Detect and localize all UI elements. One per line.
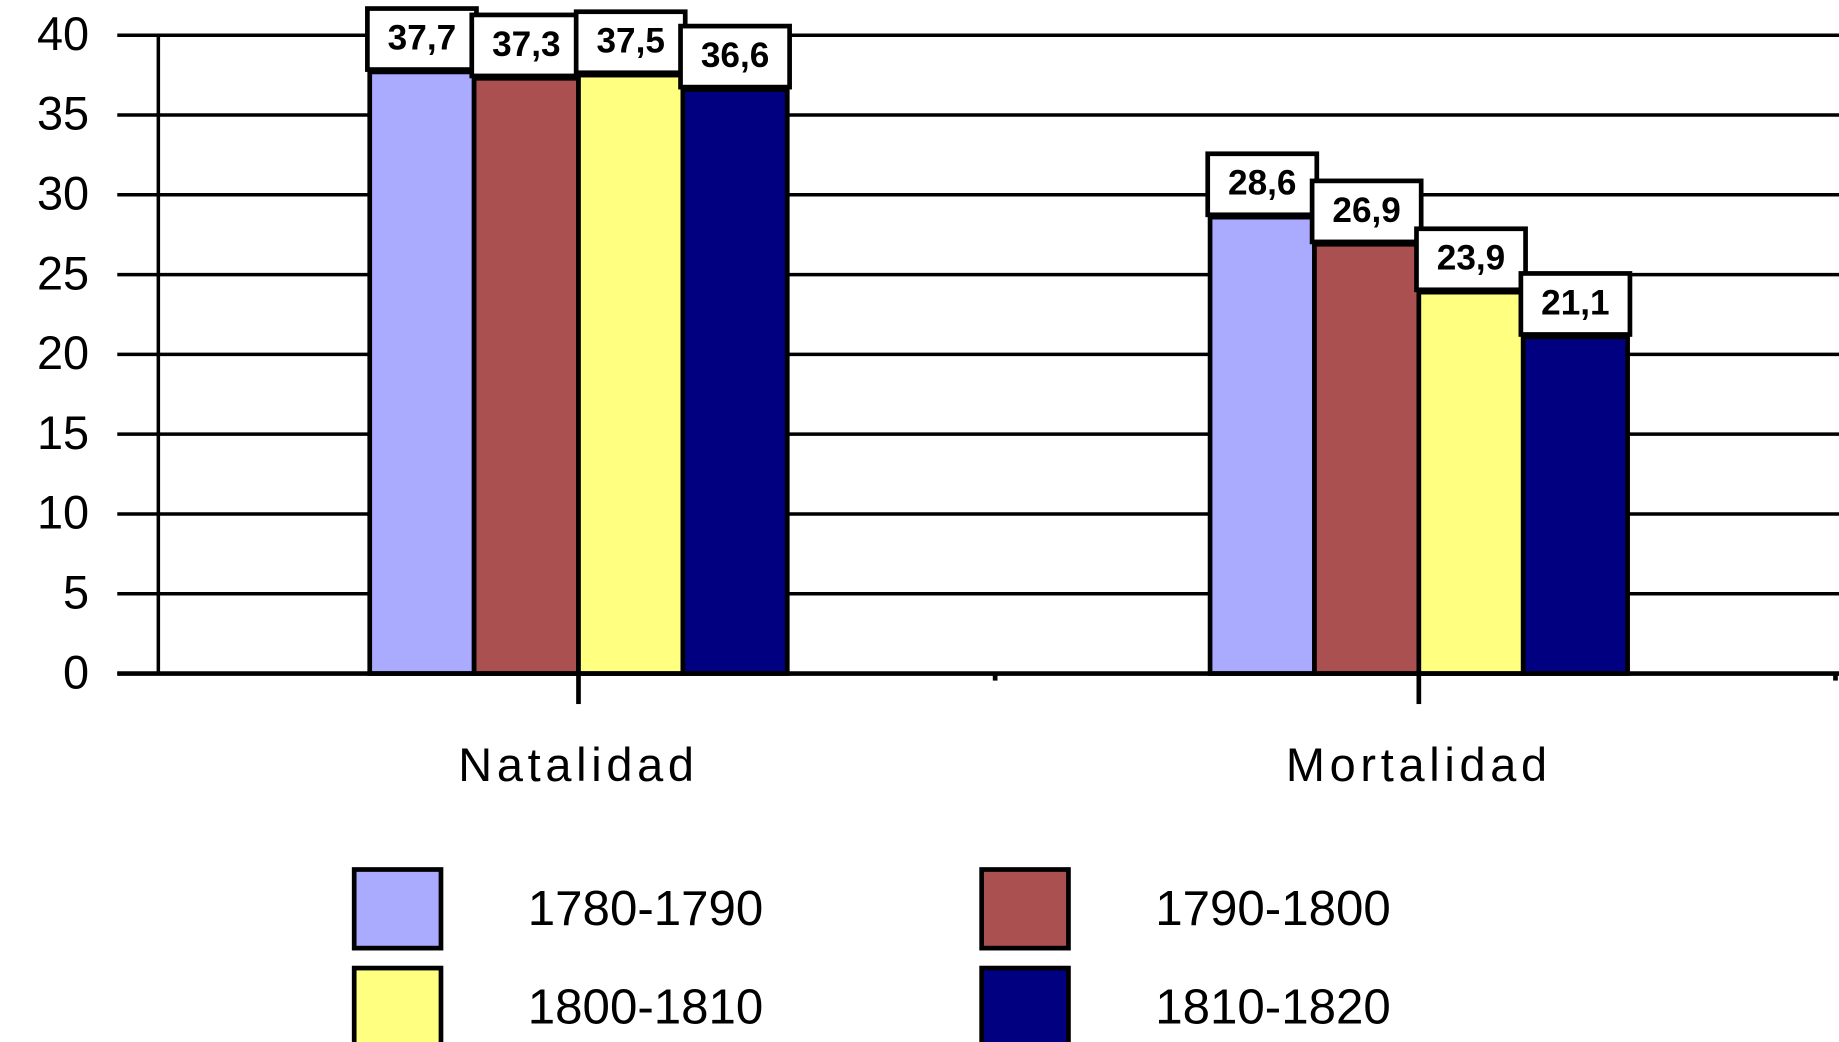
y-tick-label: 20 [37,327,89,379]
y-tick-label: 5 [63,566,89,618]
value-label-box [678,23,792,90]
value-label: 37,7 [388,19,456,58]
legend-label: 1790-1800 [1155,881,1391,936]
legend-label: 1780-1790 [528,881,764,936]
legend-label: 1800-1810 [528,979,764,1034]
legend-swatch [979,965,1071,1042]
y-tick-label: 30 [37,168,89,220]
value-label-box [1518,271,1633,337]
value-label: 23,9 [1437,239,1505,278]
y-tick-label: 0 [63,646,89,698]
bar [1207,214,1317,676]
bar [1312,241,1422,676]
value-label: 37,5 [596,22,664,61]
x-tick-label: Natalidad [458,739,698,791]
y-tick-label: 15 [37,407,89,459]
bar [680,87,790,676]
value-label-box [1309,178,1424,245]
bar [576,72,686,676]
value-label: 21,1 [1541,283,1609,322]
value-label: 36,6 [701,36,769,75]
value-label: 28,6 [1228,164,1296,203]
y-tick-label: 10 [37,487,89,539]
legend-swatch [979,867,1071,951]
bar [471,75,581,676]
value-label: 37,3 [492,25,560,64]
y-tick-label: 35 [37,88,89,140]
value-label-box [365,6,479,72]
x-tick-label: Mortalidad [1286,739,1552,791]
bar [1520,334,1630,676]
legend-label: 1810-1820 [1155,979,1391,1034]
value-label-box [1414,226,1528,293]
legend-swatch [351,965,444,1042]
value-label: 26,9 [1332,191,1400,230]
value-label-box [469,12,584,79]
legend-swatch [351,867,444,951]
y-tick-label: 25 [37,247,89,299]
bar [367,69,477,676]
y-tick-label: 40 [37,8,89,60]
bar [1416,289,1526,676]
